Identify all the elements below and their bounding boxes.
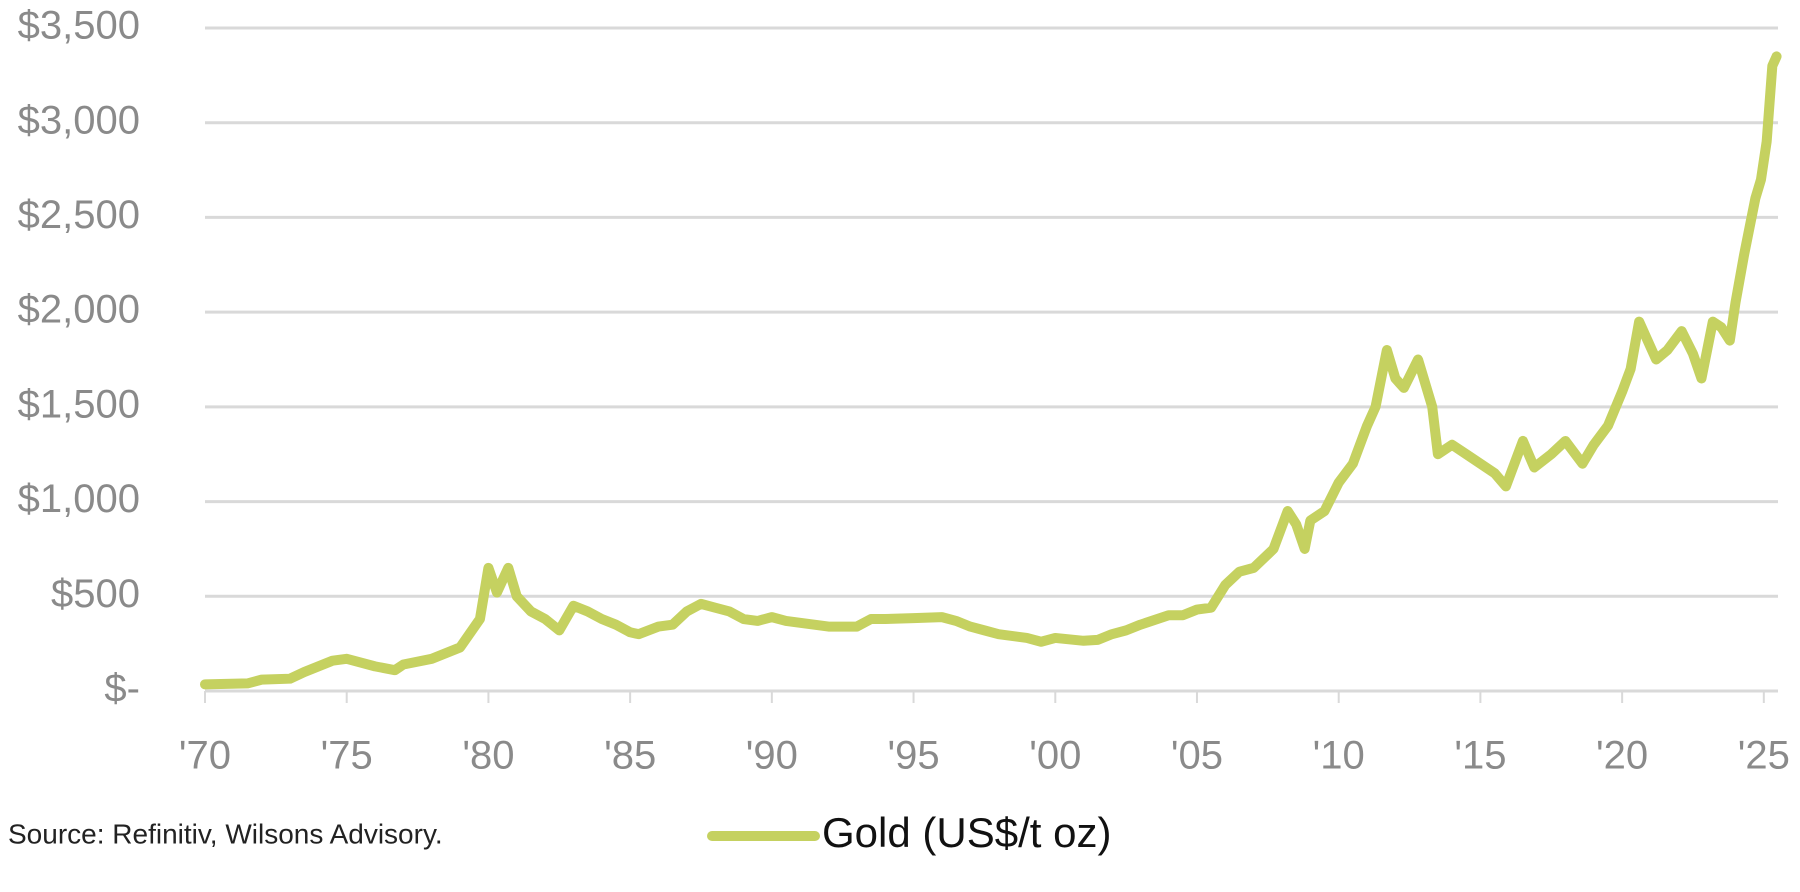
x-tick-label: '70	[179, 734, 231, 778]
y-tick-label: $3,500	[18, 4, 140, 48]
y-tick-label: $-	[104, 667, 140, 711]
x-tick-label: '90	[746, 734, 798, 778]
y-tick-label: $2,500	[18, 193, 140, 237]
x-tick-label: '20	[1596, 734, 1648, 778]
y-tick-label: $3,000	[18, 98, 140, 142]
x-tick-label: '15	[1454, 734, 1506, 778]
x-tick-label: '25	[1738, 734, 1790, 778]
x-tick-label: '85	[604, 734, 656, 778]
source-note: Source: Refinitiv, Wilsons Advisory.	[8, 818, 443, 849]
x-tick-label: '05	[1171, 734, 1223, 778]
x-tick-label: '10	[1313, 734, 1365, 778]
legend-label: Gold (US$/t oz)	[822, 809, 1111, 856]
y-tick-label: $500	[51, 572, 140, 616]
y-tick-label: $2,000	[18, 288, 140, 332]
y-tick-label: $1,000	[18, 477, 140, 521]
x-tick-label: '00	[1029, 734, 1081, 778]
x-tick-label: '75	[321, 734, 373, 778]
y-tick-label: $1,500	[18, 382, 140, 426]
x-tick-label: '95	[887, 734, 939, 778]
data-line	[200, 51, 1782, 690]
x-tick-label: '80	[462, 734, 514, 778]
